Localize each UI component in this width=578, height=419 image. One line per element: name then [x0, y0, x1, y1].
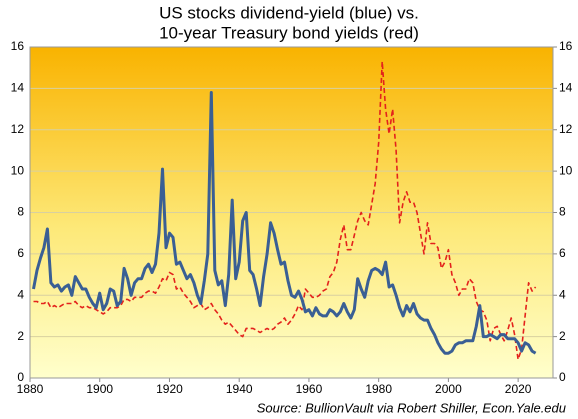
y-tick-label: 8	[17, 205, 24, 219]
y2-tick-label: 0	[559, 370, 566, 384]
chart-subtitle: 10-year Treasury bond yields (red)	[159, 23, 419, 42]
y-tick-label: 10	[11, 163, 25, 177]
y2-tick-label: 14	[559, 81, 573, 95]
y2-tick-label: 16	[559, 39, 573, 53]
data-line	[33, 60, 537, 361]
y2-tick-label: 2	[559, 329, 566, 343]
y-tick-label: 4	[17, 287, 24, 301]
x-tick-label: 1960	[296, 382, 323, 396]
x-tick-label: 1920	[156, 382, 183, 396]
x-tick-label: 1880	[17, 382, 44, 396]
y-tick-label: 16	[11, 39, 25, 53]
x-tick-label: 2000	[435, 382, 462, 396]
plot-frame	[29, 46, 554, 379]
y-tick-label: 14	[11, 81, 25, 95]
x-tick-label: 1900	[86, 382, 113, 396]
y2-tick-label: 4	[559, 287, 566, 301]
y2-tick-label: 12	[559, 122, 573, 136]
y-tick-label: 2	[17, 329, 24, 343]
chart-title: US stocks dividend-yield (blue) vs.	[159, 3, 419, 22]
x-tick-label: 1940	[226, 382, 253, 396]
y-tick-label: 6	[17, 246, 24, 260]
y-tick-label: 12	[11, 122, 25, 136]
y2-tick-label: 8	[559, 205, 566, 219]
y-tick-label: 0	[17, 370, 24, 384]
y2-tick-label: 10	[559, 163, 573, 177]
data-line	[32, 91, 537, 355]
x-tick-label: 1980	[365, 382, 392, 396]
x-tick-label: 2020	[505, 382, 532, 396]
y2-tick-label: 6	[559, 246, 566, 260]
source-note: Source: BullionVault via Robert Shiller,…	[257, 400, 566, 415]
